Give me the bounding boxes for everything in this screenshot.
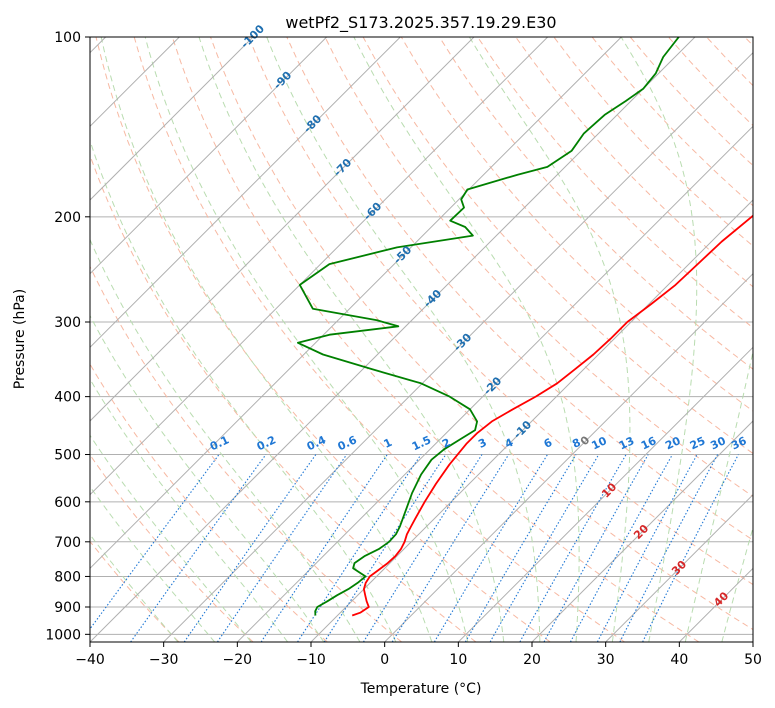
y-tick-label: 600 bbox=[54, 495, 81, 511]
background-reference-lines bbox=[90, 37, 753, 642]
dry-adiabat bbox=[400, 37, 753, 412]
mixing-ratio-line bbox=[90, 454, 220, 630]
x-tick-label: −10 bbox=[296, 652, 326, 668]
moist-adiabat bbox=[90, 238, 361, 642]
x-tick-label: −40 bbox=[75, 652, 105, 668]
x-tick-label: 0 bbox=[380, 652, 389, 668]
mixing-ratio-line bbox=[489, 454, 600, 642]
moist-adiabat bbox=[90, 533, 179, 642]
mixing-ratio-line bbox=[323, 454, 447, 642]
x-tick-label: 10 bbox=[449, 652, 467, 668]
mixing-ratio-line bbox=[519, 454, 627, 642]
x-axis-label: Temperature (°C) bbox=[360, 681, 482, 697]
y-tick-label: 1000 bbox=[45, 627, 81, 643]
dry-adiabat bbox=[477, 37, 753, 329]
isotherm-line bbox=[605, 493, 753, 642]
isotherm-line bbox=[457, 346, 753, 642]
dry-adiabat bbox=[286, 37, 753, 541]
mixing-ratio-label: 16 bbox=[639, 434, 659, 452]
isotherm-line bbox=[236, 125, 753, 642]
y-tick-label: 200 bbox=[54, 210, 81, 226]
isotherm-line bbox=[90, 37, 549, 496]
y-tick-label: 500 bbox=[54, 448, 81, 464]
y-axis-label: Pressure (hPa) bbox=[12, 289, 28, 389]
isotherm-line bbox=[90, 37, 475, 422]
isotherm-line bbox=[90, 37, 696, 642]
plot-frame bbox=[89, 36, 754, 643]
isotherm-line bbox=[90, 37, 401, 349]
y-tick-label: 800 bbox=[54, 569, 81, 585]
dry-adiabat bbox=[515, 37, 753, 288]
moist-adiabat bbox=[198, 37, 505, 642]
x-tick-label: 50 bbox=[744, 652, 762, 668]
dry-adiabat bbox=[90, 153, 477, 642]
mixing-ratio-line bbox=[297, 454, 422, 642]
mixing-ratio-label: 36 bbox=[729, 434, 749, 452]
y-tick-label: 400 bbox=[54, 390, 81, 406]
moist-adiabat bbox=[144, 37, 469, 642]
dry-adiabat bbox=[90, 453, 254, 642]
axis-ticks: −40 −30 −20 −10 0 10 20 30 40 50 100 200 300 400 500 60… bbox=[45, 30, 762, 668]
chart-title: wetPf2_S173.2025.357.19.29.E30 bbox=[285, 13, 556, 33]
temperature-profile bbox=[351, 214, 753, 617]
moist-adiabat bbox=[721, 526, 753, 642]
mixing-ratio-line bbox=[216, 454, 348, 642]
moist-adiabat bbox=[100, 37, 433, 642]
y-tick-label: 300 bbox=[54, 315, 81, 331]
mixing-ratio-label: 13 bbox=[617, 434, 636, 452]
moist-adiabat bbox=[353, 37, 580, 642]
isotherm-line bbox=[90, 37, 622, 570]
isotherm-line bbox=[90, 37, 328, 275]
dry-adiabat bbox=[90, 363, 328, 642]
dry-adiabat bbox=[362, 37, 753, 455]
mixing-ratio-line bbox=[362, 454, 483, 642]
moist-adiabat bbox=[90, 485, 216, 642]
mixing-ratio-label: 20 bbox=[663, 434, 683, 452]
moist-adiabat bbox=[266, 37, 541, 642]
mixing-ratio-line bbox=[433, 454, 548, 642]
moist-adiabat bbox=[90, 434, 252, 642]
x-tick-label: 30 bbox=[597, 652, 615, 668]
dry-adiabat bbox=[324, 37, 753, 498]
isotherm-line bbox=[163, 51, 753, 642]
mixing-ratio-line bbox=[464, 454, 577, 642]
y-tick-label: 100 bbox=[54, 30, 81, 46]
isotherm-line bbox=[384, 272, 753, 642]
dry-adiabat bbox=[438, 37, 753, 370]
y-tick-label: 900 bbox=[54, 600, 81, 616]
mixing-ratio-label: 30 bbox=[708, 434, 728, 452]
sounding-series bbox=[297, 37, 753, 617]
x-tick-label: 40 bbox=[670, 652, 688, 668]
mixing-ratio-line bbox=[569, 454, 673, 642]
isotherm-line bbox=[90, 37, 254, 201]
mixing-ratio-line bbox=[642, 454, 739, 642]
x-tick-label: −30 bbox=[149, 652, 179, 668]
moist-adiabat bbox=[684, 349, 753, 642]
mixing-ratio-line bbox=[130, 454, 267, 642]
isotherm-line bbox=[531, 420, 753, 642]
x-tick-label: −20 bbox=[223, 652, 253, 668]
mixing-ratio-label: 25 bbox=[688, 434, 707, 452]
moist-adiabat bbox=[620, 37, 698, 642]
dry-adiabat bbox=[95, 37, 551, 642]
moist-adiabat bbox=[468, 37, 631, 642]
dewpoint-profile bbox=[297, 37, 680, 616]
dry-adiabat bbox=[248, 37, 753, 586]
mixing-ratio-line bbox=[183, 454, 317, 642]
dry-adiabat bbox=[210, 37, 753, 631]
moist-adiabat bbox=[90, 314, 325, 642]
moist-adiabat bbox=[90, 378, 289, 642]
mixing-ratio-label: 10 bbox=[590, 434, 610, 452]
isotherm-line bbox=[310, 199, 753, 642]
x-tick-label: 20 bbox=[523, 652, 541, 668]
y-tick-label: 700 bbox=[54, 535, 81, 551]
mixing-ratio-line bbox=[543, 454, 649, 642]
